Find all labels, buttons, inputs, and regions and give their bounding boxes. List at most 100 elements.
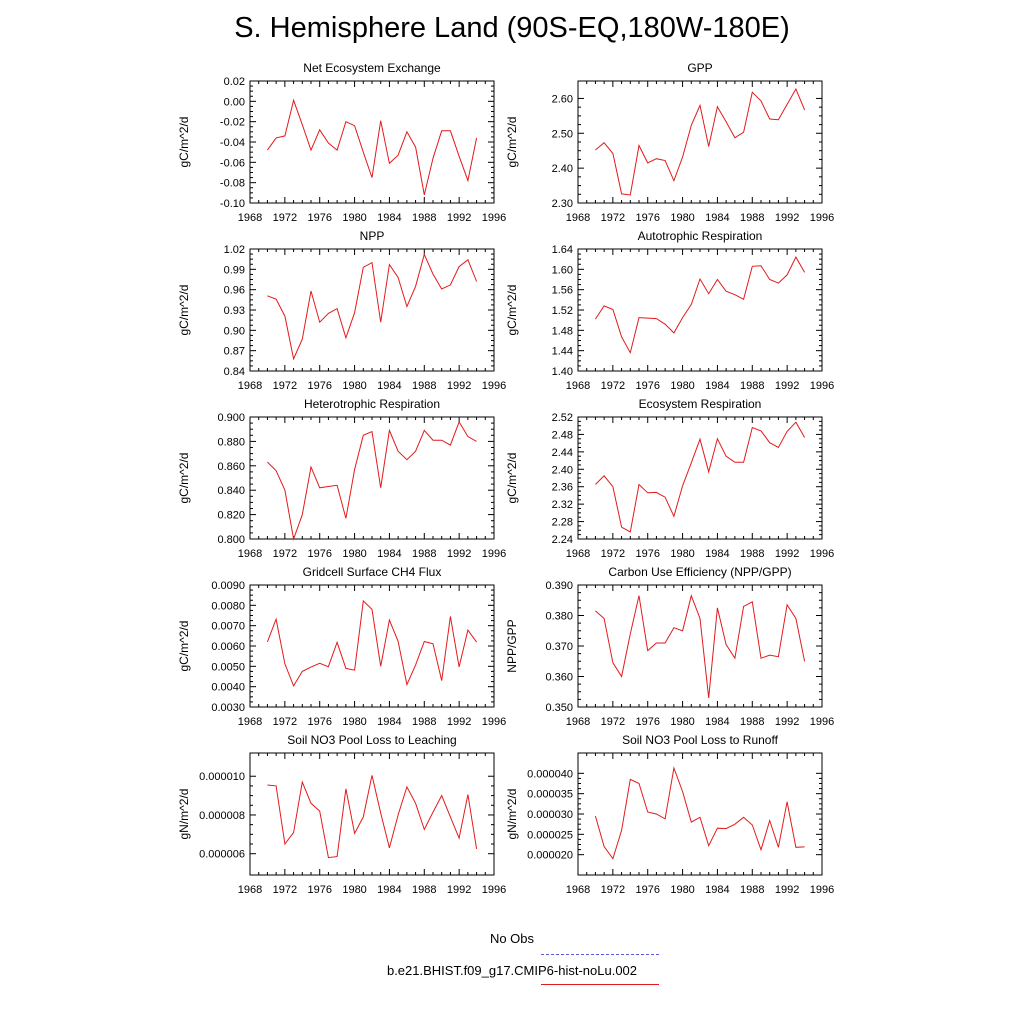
series-line-gridcell-surface-ch4-flux — [266, 599, 478, 688]
y-tick-label: 1.64 — [552, 244, 573, 256]
chart-title: Heterotrophic Respiration — [304, 397, 440, 411]
x-tick-label: 1980 — [670, 380, 694, 392]
plot-frame — [577, 584, 823, 708]
y-tick-label: 0.350 — [545, 702, 573, 714]
x-tick-label: 1996 — [482, 884, 506, 896]
x-tick-label: 1988 — [412, 716, 436, 728]
x-tick-label: 1992 — [775, 548, 799, 560]
series-line-gpp — [595, 87, 806, 196]
x-tick-label: 1988 — [412, 884, 436, 896]
x-tick-label: 1972 — [601, 212, 625, 224]
x-tick-label: 1968 — [566, 380, 590, 392]
x-tick-label: 1984 — [705, 212, 729, 224]
x-tick-label: 1988 — [740, 212, 764, 224]
x-tick-label: 1980 — [670, 716, 694, 728]
y-tick-label: 0.800 — [217, 534, 245, 546]
y-tick-label: 0.380 — [545, 611, 573, 623]
y-tick-label: 0.900 — [217, 412, 245, 424]
chart-title: Autotrophic Respiration — [638, 229, 763, 243]
y-tick-label: 0.000025 — [527, 829, 573, 841]
x-tick-label: 1988 — [740, 380, 764, 392]
series-line-npp — [267, 252, 478, 361]
x-tick-label: 1984 — [705, 548, 729, 560]
panel-autotrophic-respiration: Autotrophic Respiration gC/m^2/d 1968 1972 1… — [505, 229, 834, 392]
x-tick-label: 1976 — [635, 716, 659, 728]
y-tick-label: 1.56 — [552, 285, 573, 297]
plot-frame — [249, 584, 495, 708]
y-axis-label: gC/m^2/d — [177, 117, 191, 168]
legend-line-model — [541, 984, 659, 985]
x-tick-label: 1968 — [566, 212, 590, 224]
panel-npp: NPP gC/m^2/d 1968 1972 1976 1980 1984 1988 1992 1… — [177, 229, 506, 392]
x-tick-label: 1988 — [412, 380, 436, 392]
chart-title: Net Ecosystem Exchange — [303, 61, 441, 75]
y-axis-label: gC/m^2/d — [177, 285, 191, 336]
y-tick-label: 0.0070 — [211, 621, 245, 633]
x-tick-label: 1980 — [342, 884, 366, 896]
x-tick-label: 1980 — [670, 884, 694, 896]
plot-frame — [249, 416, 495, 540]
x-tick-label: 1972 — [601, 716, 625, 728]
y-tick-label: 0.0040 — [211, 682, 245, 694]
x-tick-label: 1988 — [740, 548, 764, 560]
y-tick-label: 0.93 — [224, 305, 245, 317]
x-tick-label: 1996 — [810, 212, 834, 224]
x-tick-label: 1976 — [635, 884, 659, 896]
panel-ecosystem-respiration: Ecosystem Respiration gC/m^2/d 1968 1972 197… — [505, 397, 834, 560]
y-tick-label: 0.000010 — [199, 771, 245, 783]
series-line-heterotrophic-respiration — [267, 420, 477, 541]
y-tick-label: 2.48 — [552, 429, 573, 441]
y-tick-label: 0.840 — [217, 485, 245, 497]
y-tick-label: 0.000020 — [527, 850, 573, 862]
y-tick-label: 0.360 — [545, 672, 573, 684]
x-tick-label: 1988 — [740, 884, 764, 896]
y-tick-label: 2.52 — [552, 412, 573, 424]
y-tick-label: 0.000006 — [199, 849, 245, 861]
series-line-autotrophic-respiration — [594, 256, 806, 355]
y-tick-label: 2.28 — [552, 517, 573, 529]
x-tick-label: 1984 — [377, 548, 401, 560]
x-tick-label: 1988 — [740, 716, 764, 728]
y-tick-label: 0.90 — [224, 325, 245, 337]
panel-heterotrophic-respiration: Heterotrophic Respiration gC/m^2/d 1968 197… — [177, 397, 506, 560]
x-tick-label: 1992 — [447, 716, 471, 728]
panel-gpp: GPP gC/m^2/d 1968 1972 1976 1980 1984 1988 1992 1… — [505, 61, 834, 224]
y-tick-label: 0.02 — [224, 76, 245, 88]
y-tick-label: 0.000035 — [527, 789, 573, 801]
y-tick-label: 0.390 — [545, 580, 573, 592]
panel-carbon-use-efficiency-npp-gpp: Carbon Use Efficiency (NPP/GPP) NPP/GPP 19… — [505, 565, 834, 728]
chart-title: Soil NO3 Pool Loss to Leaching — [287, 733, 456, 747]
x-tick-label: 1996 — [810, 716, 834, 728]
y-tick-label: 0.0080 — [211, 600, 245, 612]
x-tick-label: 1980 — [342, 716, 366, 728]
y-tick-label: 2.44 — [552, 447, 573, 459]
series-line-soil-no3-pool-loss-to-runoff — [594, 766, 805, 860]
x-tick-label: 1968 — [238, 716, 262, 728]
x-tick-label: 1972 — [601, 548, 625, 560]
chart-title: NPP — [360, 229, 385, 243]
y-tick-label: 2.36 — [552, 482, 573, 494]
y-axis-label: gC/m^2/d — [505, 453, 519, 504]
x-tick-label: 1980 — [342, 548, 366, 560]
x-tick-label: 1968 — [566, 884, 590, 896]
page-title: S. Hemisphere Land (90S-EQ,180W-180E) — [234, 12, 790, 44]
y-tick-label: -0.04 — [220, 137, 245, 149]
chart-title: Ecosystem Respiration — [639, 397, 762, 411]
y-axis-label: gC/m^2/d — [505, 117, 519, 168]
y-tick-label: 1.48 — [552, 325, 573, 337]
x-tick-label: 1992 — [447, 548, 471, 560]
x-tick-label: 1972 — [273, 716, 297, 728]
y-tick-label: 0.96 — [224, 285, 245, 297]
legend-label-model: b.e21.BHIST.f09_g17.CMIP6-hist-noLu.002 — [386, 963, 638, 978]
x-tick-label: 1988 — [412, 212, 436, 224]
x-tick-label: 1976 — [635, 380, 659, 392]
x-tick-label: 1976 — [635, 548, 659, 560]
x-tick-label: 1984 — [377, 716, 401, 728]
y-tick-label: 0.0030 — [211, 702, 245, 714]
x-tick-label: 1980 — [342, 212, 366, 224]
x-tick-label: 1992 — [775, 884, 799, 896]
chart-title: GPP — [687, 61, 712, 75]
x-tick-label: 1992 — [447, 380, 471, 392]
x-tick-label: 1988 — [412, 548, 436, 560]
y-tick-label: -0.08 — [220, 178, 245, 190]
